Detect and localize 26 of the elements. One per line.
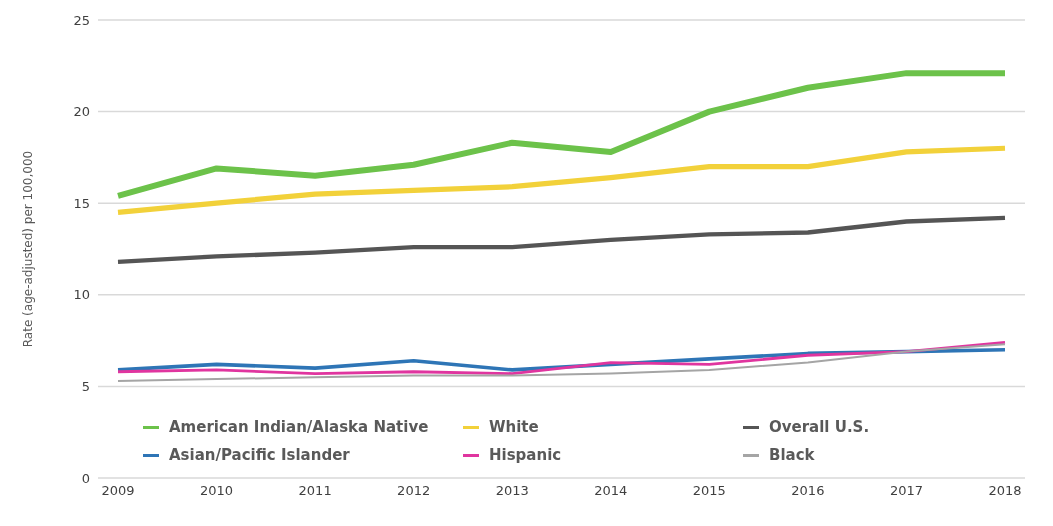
y-tick-label: 0 — [81, 470, 90, 486]
x-tick-label: 2009 — [101, 483, 135, 499]
y-tick-label: 25 — [73, 12, 90, 28]
line-series — [117, 343, 1006, 382]
legend-label: Hispanic — [488, 446, 563, 464]
x-tick-label: 2017 — [889, 483, 923, 499]
legend-label: Overall U.S. — [768, 418, 871, 436]
legend-label: American Indian/Alaska Native — [168, 418, 430, 436]
y-tick-label: 15 — [73, 195, 90, 211]
x-tick-label: 2015 — [692, 483, 726, 499]
legend-label: Black — [768, 446, 816, 464]
line-series — [115, 215, 1008, 265]
y-tick-label: 20 — [73, 104, 90, 120]
x-tick-label: 2018 — [988, 483, 1022, 499]
x-tick-label: 2016 — [791, 483, 825, 499]
legend-label: Asian/Pacific Islander — [168, 446, 351, 464]
x-tick-label: 2013 — [495, 483, 529, 499]
x-tick-label: 2010 — [200, 483, 234, 499]
y-tick-label: 10 — [73, 287, 90, 303]
line-series — [116, 341, 1007, 375]
y-axis-title: Rate (age-adjusted) per 100,000 — [21, 150, 36, 348]
x-tick-label: 2014 — [594, 483, 628, 499]
y-tick-label: 5 — [81, 379, 90, 395]
x-tick-label: 2012 — [397, 483, 431, 499]
x-tick-label: 2011 — [298, 483, 332, 499]
legend-label: White — [488, 418, 540, 436]
